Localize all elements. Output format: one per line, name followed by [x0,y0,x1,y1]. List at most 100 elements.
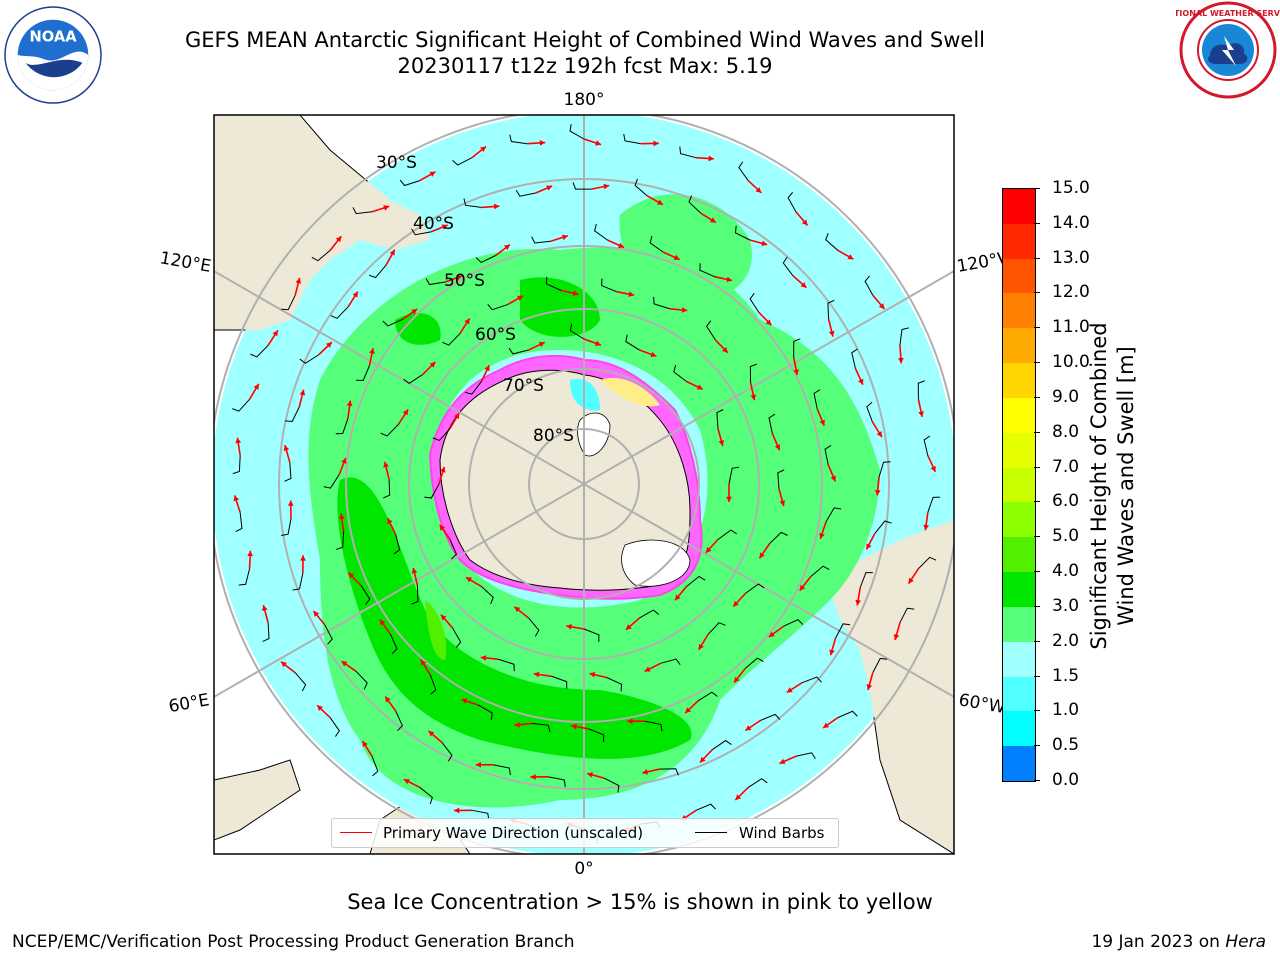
wave-direction-arrowhead [874,489,881,496]
colorbar-tick [1034,571,1040,573]
wave-direction-arrowhead [878,303,885,309]
wave-direction-arrowhead [411,309,418,315]
wind-barb [281,295,296,311]
wave-direction-arrowhead [326,342,332,348]
colorbar-tick [1034,780,1040,781]
colorbar-tick-label: 15.0 [1052,178,1090,198]
wind-barb [299,354,320,364]
wind-barb [371,756,379,777]
wind-barb [498,658,515,672]
wind-barb [899,327,909,346]
wave-direction-arrowhead [847,254,854,260]
wind-barb [395,710,403,732]
wave-direction-arrowhead [287,500,294,506]
wave-direction-arrowhead [923,524,929,531]
lat-label-40s: 40°S [413,214,454,234]
wave-direction-arrowhead [387,518,393,525]
wind-barb [864,275,874,296]
wind-barb [352,207,373,215]
colorbar-tick [1034,257,1040,259]
wind-barb [810,565,830,577]
wind-barb [532,722,551,733]
wave-direction-arrowhead [480,655,487,661]
wind-barb [660,658,681,666]
wave-direction-arrowhead [341,661,348,667]
wave-direction-arrowhead [819,532,825,539]
wave-direction-arrowhead [793,369,799,375]
wave-direction-arrowhead [514,606,521,613]
wave-direction-arrowhead [480,146,486,152]
wind-barb [749,363,758,383]
wind-barb [588,728,605,742]
wave-direction-arrowhead [383,461,389,468]
wave-direction-arrowhead [733,600,739,607]
wave-direction-arrowhead [779,500,786,507]
wave-direction-arrowhead [566,623,572,630]
wind-barb [827,299,835,320]
wind-barb [874,520,892,534]
colorbar-segment [1003,397,1035,434]
wave-direction-arrowhead [456,274,463,281]
wind-barb [464,381,482,395]
wind-barb [481,586,494,605]
wind-barb [872,657,888,673]
wind-barb [329,717,340,737]
wave-direction-arrowhead [745,725,752,731]
wind-barb [734,225,751,241]
wave-direction-arrowhead [411,567,418,574]
wind-barb [825,233,839,251]
colorbar-segment [1003,641,1035,678]
wave-direction-arrowhead [656,199,663,205]
wave-direction-arrowhead [253,383,259,390]
weddell-ice-shelf [621,539,691,587]
wind-barb [411,228,432,236]
wave-direction-arrowhead [625,624,632,630]
wind-barb [284,462,292,482]
colorbar-tick-label: 9.0 [1052,386,1080,407]
wave-direction-arrowhead [759,552,765,559]
wave-direction-arrowhead [650,351,657,358]
colorbar-label-line1: Significant Height of Combined [1087,322,1111,650]
colorbar-segment [1003,467,1035,503]
wind-barb [232,455,241,475]
map-legend: Primary Wave Direction (unscaled) Wind B… [331,818,839,848]
wave-direction-arrowhead [708,155,714,162]
lon-label-120e: 120°E [158,248,212,277]
sea-ice-yellow [600,378,660,407]
graticule [214,115,954,854]
wave-band-5m [425,600,447,660]
wave-direction-arrowhead [595,140,602,146]
colorbar-tick [1034,675,1040,677]
wind-barb [673,364,687,382]
wave-direction-arrowhead [402,409,409,416]
lat-label-60s: 60°S [475,325,516,345]
colorbar-tick [1034,466,1040,468]
wave-direction-arrowhead [819,419,825,426]
wind-barb [356,365,370,381]
wind-barb [634,178,648,197]
wave-direction-arrowhead [734,676,740,683]
wave-direction-arrowhead [800,282,807,288]
colorbar-tick-label: 8.0 [1052,421,1080,442]
wind-barb [824,445,832,465]
wave-direction-arrowhead [930,465,936,472]
wind-barb [866,401,873,422]
wave-direction-arrowhead [313,610,320,617]
wave-direction-arrowhead [440,614,447,621]
wind-barb [801,676,822,684]
lon-label-180: 180° [564,90,605,110]
colorbar-tick [1034,431,1040,433]
wave-direction-arrowhead [674,594,681,601]
wind-barb [515,190,536,197]
wave-direction-arrowhead [786,687,793,693]
wind-barb [645,720,663,732]
wave-direction-arrowhead [718,440,725,446]
wind-barb [360,585,371,605]
wind-barb [424,483,440,499]
colorbar-segment [1003,676,1035,712]
map-frame [213,114,955,855]
wave-direction-arrowhead [341,457,347,464]
wave-direction-arrowhead [280,661,287,668]
wind-barb [487,303,508,311]
lat-label-50s: 50°S [444,271,485,291]
